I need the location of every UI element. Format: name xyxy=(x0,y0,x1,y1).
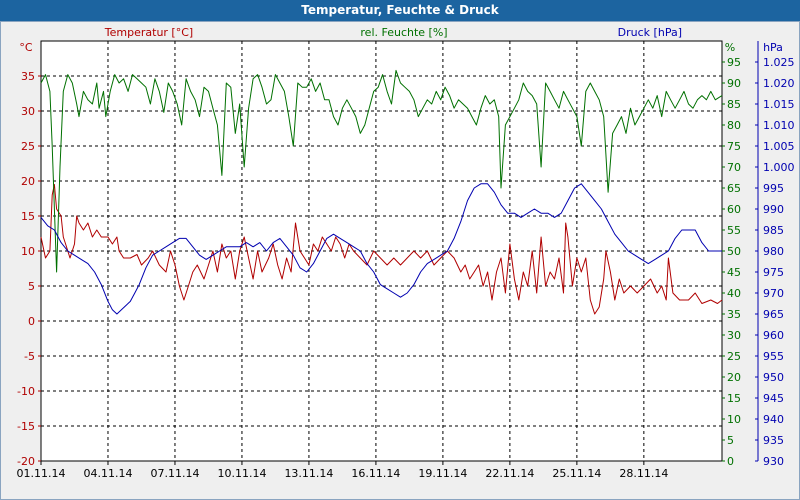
pressure-tick-label: 945 xyxy=(763,392,784,405)
humidity-tick-label: 25 xyxy=(727,350,741,363)
humidity-tick-label: 30 xyxy=(727,329,741,342)
pressure-tick-label: 985 xyxy=(763,224,784,237)
temperature-tick-label: 35 xyxy=(21,70,35,83)
pressure-tick-label: 1.025 xyxy=(763,56,795,69)
x-tick-label: 22.11.14 xyxy=(485,467,534,480)
pressure-tick-label: 1.015 xyxy=(763,98,795,111)
pressure-tick-label: 1.020 xyxy=(763,77,795,90)
pressure-tick-label: 950 xyxy=(763,371,784,384)
humidity-tick-label: 65 xyxy=(727,182,741,195)
temperature-tick-label: 10 xyxy=(21,245,35,258)
x-tick-label: 19.11.14 xyxy=(418,467,467,480)
pressure-tick-label: 1.005 xyxy=(763,140,795,153)
humidity-tick-label: 15 xyxy=(727,392,741,405)
humidity-tick-label: 85 xyxy=(727,98,741,111)
humidity-tick-label: 60 xyxy=(727,203,741,216)
pressure-tick-label: 960 xyxy=(763,329,784,342)
humidity-tick-label: 5 xyxy=(727,434,734,447)
pressure-tick-label: 935 xyxy=(763,434,784,447)
pressure-series-line xyxy=(40,183,722,315)
pressure-tick-label: 995 xyxy=(763,182,784,195)
humidity-tick-label: 45 xyxy=(727,266,741,279)
humidity-tick-label: 10 xyxy=(727,413,741,426)
humidity-tick-label: 35 xyxy=(727,308,741,321)
humidity-tick-label: 40 xyxy=(727,287,741,300)
series-lines xyxy=(40,69,723,315)
pressure-tick-label: 990 xyxy=(763,203,784,216)
plot-area xyxy=(40,40,723,462)
humidity-tick-label: 0 xyxy=(727,455,734,468)
x-tick-label: 16.11.14 xyxy=(351,467,400,480)
x-tick-label: 25.11.14 xyxy=(552,467,601,480)
temperature-tick-label: 0 xyxy=(28,315,35,328)
humidity-tick-label: 95 xyxy=(727,56,741,69)
temperature-tick-label: 5 xyxy=(28,280,35,293)
pressure-tick-label: 980 xyxy=(763,245,784,258)
pressure-tick-label: 940 xyxy=(763,413,784,426)
x-tick-label: 01.11.14 xyxy=(17,467,66,480)
humidity-series-line xyxy=(40,69,723,273)
pressure-axis-ticks: 1.025 1.020 1.015 1.010 1.005 1.000 995 990 985 9… xyxy=(755,41,795,468)
x-tick-label: 28.11.14 xyxy=(619,467,668,480)
temperature-tick-label: -20 xyxy=(17,455,35,468)
temperature-series-line xyxy=(40,184,723,315)
chart-frame: 35 30 25 20 15 10 5 0 -5 -10 -15 -20 95 90 85 80 75 70 65… xyxy=(0,21,800,500)
humidity-tick-label: 20 xyxy=(727,371,741,384)
x-tick-label: 04.11.14 xyxy=(83,467,132,480)
humidity-tick-label: 75 xyxy=(727,140,741,153)
temperature-tick-label: -15 xyxy=(17,420,35,433)
humidity-unit-label: % xyxy=(725,41,735,54)
pressure-tick-label: 975 xyxy=(763,266,784,279)
x-tick-label: 13.11.14 xyxy=(284,467,333,480)
x-tick-label: 10.11.14 xyxy=(217,467,266,480)
humidity-tick-label: 70 xyxy=(727,161,741,174)
humidity-axis-title: rel. Feuchte [%] xyxy=(360,26,447,39)
humidity-tick-label: 55 xyxy=(727,224,741,237)
x-tick-label: 07.11.14 xyxy=(150,467,199,480)
temperature-tick-label: 15 xyxy=(21,210,35,223)
x-axis-ticks: 01.11.14 04.11.14 07.11.14 10.11.14 13.11.14… xyxy=(17,461,668,480)
humidity-tick-label: 90 xyxy=(727,77,741,90)
humidity-tick-label: 80 xyxy=(727,119,741,132)
pressure-tick-label: 970 xyxy=(763,287,784,300)
temperature-tick-label: 25 xyxy=(21,140,35,153)
temperature-axis-ticks: 35 30 25 20 15 10 5 0 -5 -10 -15 -20 xyxy=(17,70,41,468)
pressure-axis-title: Druck [hPa] xyxy=(618,26,682,39)
grid-lines xyxy=(41,41,722,461)
pressure-unit-label: hPa xyxy=(763,41,783,54)
humidity-tick-label: 50 xyxy=(727,245,741,258)
pressure-tick-label: 930 xyxy=(763,455,784,468)
pressure-tick-label: 1.000 xyxy=(763,161,795,174)
temperature-tick-label: 30 xyxy=(21,105,35,118)
pressure-tick-label: 955 xyxy=(763,350,784,363)
temperature-tick-label: 20 xyxy=(21,175,35,188)
pressure-tick-label: 1.010 xyxy=(763,119,795,132)
temperature-tick-label: -5 xyxy=(24,350,35,363)
temperature-unit-label: °C xyxy=(19,41,33,54)
chart-title: Temperatur, Feuchte & Druck xyxy=(0,0,800,21)
pressure-tick-label: 965 xyxy=(763,308,784,321)
temperature-axis-title: Temperatur [°C] xyxy=(104,26,193,39)
temperature-tick-label: -10 xyxy=(17,385,35,398)
